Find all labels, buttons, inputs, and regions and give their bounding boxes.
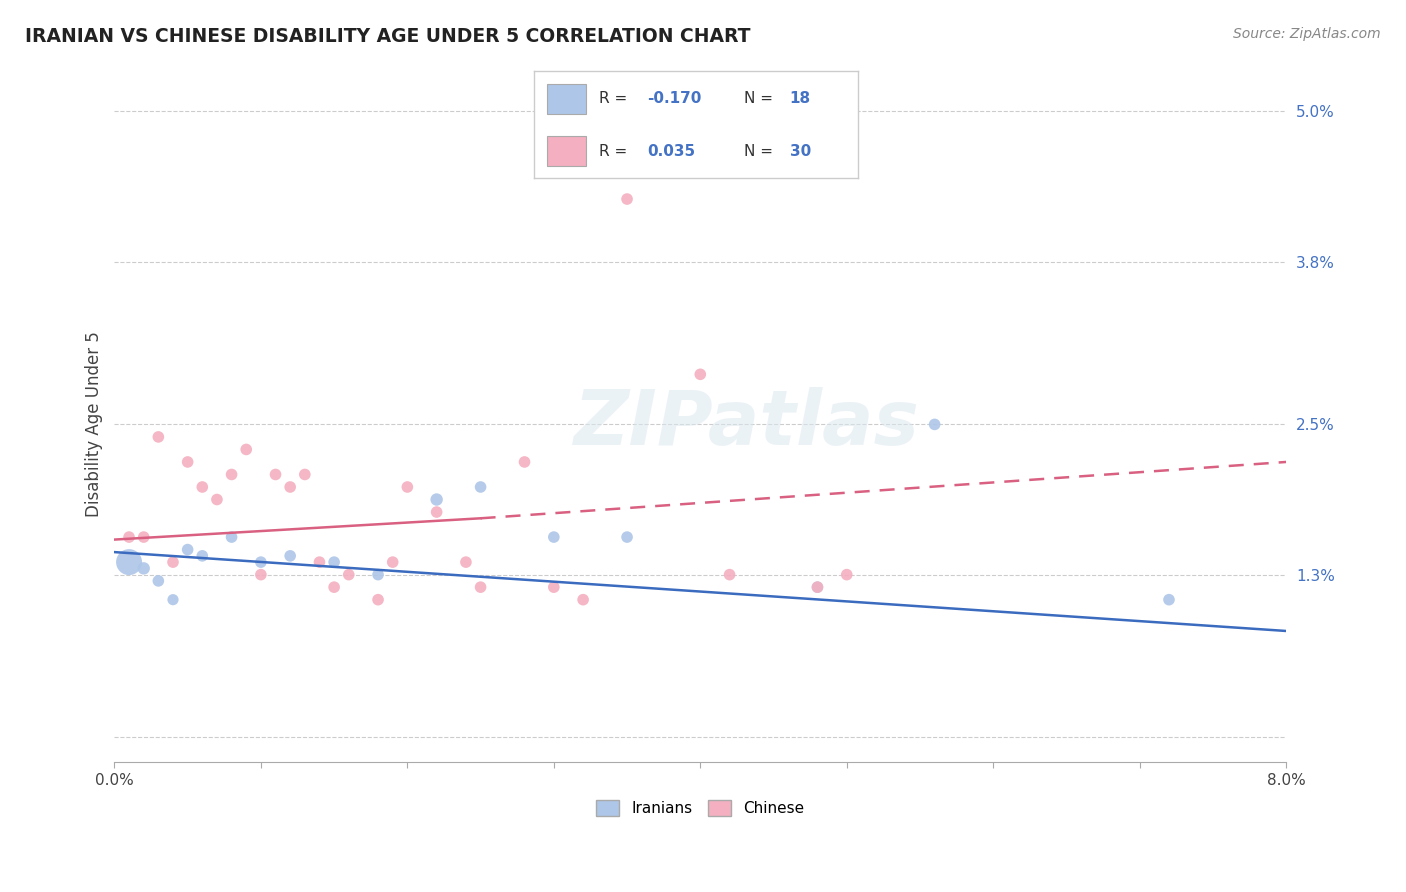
Point — [718, 567, 741, 582]
FancyBboxPatch shape — [547, 84, 586, 114]
Text: R =: R = — [599, 145, 627, 159]
Text: 30: 30 — [790, 145, 811, 159]
Point — [1157, 592, 1180, 607]
Text: N =: N = — [745, 145, 773, 159]
Point — [250, 567, 273, 582]
Point — [294, 467, 316, 482]
Text: N =: N = — [745, 91, 773, 105]
Point — [806, 580, 828, 594]
Text: 18: 18 — [790, 91, 811, 105]
Point — [235, 442, 257, 457]
Point — [396, 480, 419, 494]
Point — [616, 192, 638, 206]
Point — [148, 574, 170, 588]
Text: R =: R = — [599, 91, 627, 105]
Point — [543, 530, 565, 544]
Point — [191, 549, 214, 563]
Point — [176, 455, 198, 469]
Point — [426, 492, 449, 507]
Text: -0.170: -0.170 — [647, 91, 702, 105]
Point — [616, 530, 638, 544]
Point — [367, 567, 389, 582]
Point — [835, 567, 858, 582]
Point — [176, 542, 198, 557]
Point — [205, 492, 228, 507]
Point — [221, 467, 243, 482]
Point — [470, 480, 492, 494]
Point — [118, 530, 141, 544]
Point — [132, 561, 155, 575]
Point — [470, 580, 492, 594]
Point — [806, 580, 828, 594]
Point — [572, 592, 595, 607]
Point — [323, 555, 346, 569]
Point — [543, 580, 565, 594]
Point — [454, 555, 477, 569]
Text: IRANIAN VS CHINESE DISABILITY AGE UNDER 5 CORRELATION CHART: IRANIAN VS CHINESE DISABILITY AGE UNDER … — [25, 27, 751, 45]
Point — [426, 505, 449, 519]
Point — [513, 455, 536, 469]
Point — [278, 480, 301, 494]
Point — [132, 530, 155, 544]
Point — [162, 555, 184, 569]
Text: Source: ZipAtlas.com: Source: ZipAtlas.com — [1233, 27, 1381, 41]
FancyBboxPatch shape — [547, 136, 586, 166]
Point — [264, 467, 287, 482]
Legend: Iranians, Chinese: Iranians, Chinese — [591, 794, 810, 822]
Point — [148, 430, 170, 444]
Text: ZIPatlas: ZIPatlas — [574, 387, 920, 461]
Point — [689, 368, 711, 382]
Point — [162, 592, 184, 607]
Point — [250, 555, 273, 569]
Point — [381, 555, 404, 569]
Point — [924, 417, 946, 432]
Y-axis label: Disability Age Under 5: Disability Age Under 5 — [86, 332, 103, 517]
Point — [191, 480, 214, 494]
Point — [118, 555, 141, 569]
Point — [367, 592, 389, 607]
Text: 0.035: 0.035 — [647, 145, 696, 159]
Point — [323, 580, 346, 594]
Point — [308, 555, 330, 569]
Point — [221, 530, 243, 544]
Point — [337, 567, 360, 582]
Point — [278, 549, 301, 563]
